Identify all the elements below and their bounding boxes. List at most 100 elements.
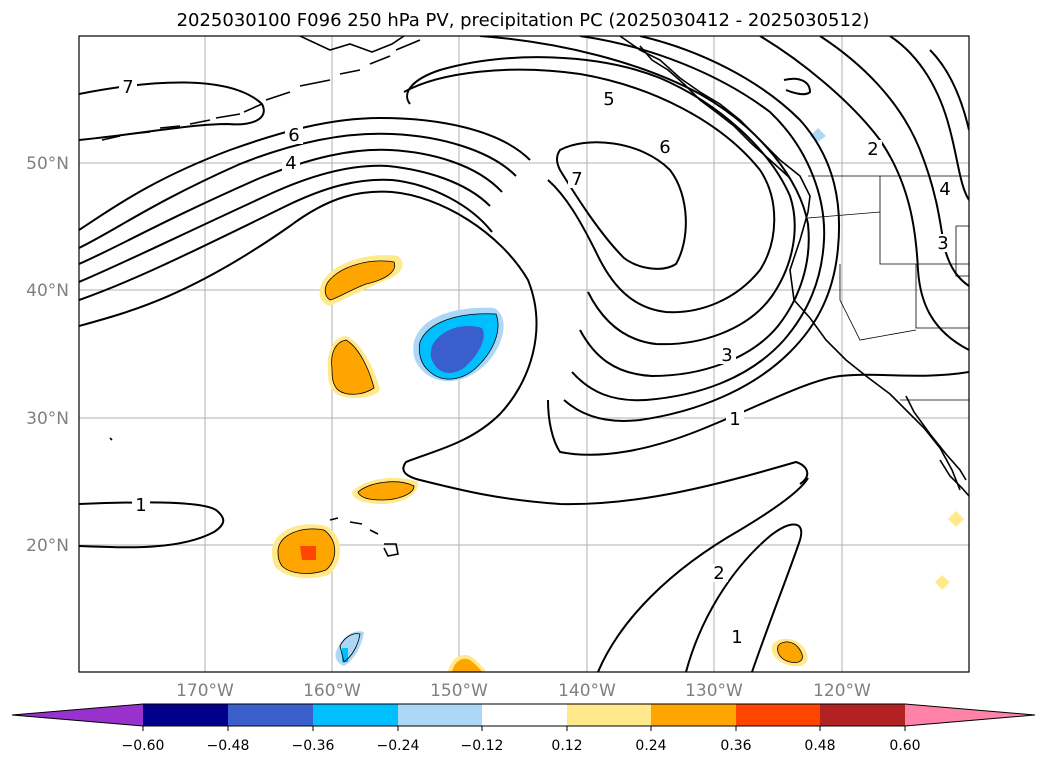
contour-4-east bbox=[889, 36, 969, 201]
precip-neg-area-1-core bbox=[430, 326, 484, 373]
baja-peninsula bbox=[905, 395, 967, 481]
contour-5-east bbox=[929, 49, 969, 131]
colorbar-segment bbox=[398, 704, 482, 726]
precip-pos-area-2-core bbox=[331, 340, 374, 395]
contour-5-west bbox=[79, 132, 517, 249]
lon-label-160w: 160°W bbox=[303, 681, 361, 701]
alaska-panhandle bbox=[619, 36, 811, 213]
colorbar-extend-high bbox=[905, 704, 1035, 726]
lat-label-20n: 20°N bbox=[26, 536, 69, 556]
lon-label-140w: 140°W bbox=[558, 681, 616, 701]
longitude-labels: 170°W 160°W 150°W 140°W 130°W 120°W bbox=[176, 681, 871, 701]
coastlines bbox=[101, 36, 969, 557]
contour-2-east bbox=[759, 36, 969, 351]
contour-label-6-west: 6 bbox=[288, 125, 299, 146]
contour-5-center bbox=[406, 56, 796, 346]
colorbar-label: 0.48 bbox=[804, 738, 835, 754]
precip-pos-area-6-core bbox=[777, 641, 803, 663]
alaska-coast bbox=[299, 36, 405, 53]
bc-islands bbox=[639, 45, 791, 179]
state-border-4 bbox=[955, 225, 969, 277]
contour-7-center bbox=[556, 141, 687, 270]
precip-pos-spot-2 bbox=[935, 575, 950, 590]
contour-label-2-south: 2 bbox=[713, 563, 724, 584]
colorbar-segment bbox=[228, 704, 313, 726]
mexico-coast bbox=[939, 459, 969, 497]
lat-label-50n: 50°N bbox=[26, 154, 69, 174]
precip-pos-spot-1 bbox=[948, 511, 964, 527]
colorbar-label: 0.60 bbox=[889, 738, 920, 754]
contour-3-center bbox=[571, 36, 826, 402]
state-border-5 bbox=[839, 264, 917, 341]
colorbar-segment bbox=[567, 704, 651, 726]
colorbar-segment bbox=[736, 704, 820, 726]
us-west-coast bbox=[789, 211, 961, 491]
latitude-labels: 50°N 40°N 30°N 20°N bbox=[26, 154, 69, 556]
colorbar-label: −0.36 bbox=[292, 738, 335, 754]
aleutian-islands bbox=[101, 39, 421, 141]
colorbar-segment bbox=[143, 704, 228, 726]
contour-label-1-south: 1 bbox=[731, 627, 742, 648]
colorbar-extend-low bbox=[12, 704, 143, 726]
contour-label-4-west: 4 bbox=[285, 153, 296, 174]
contour-1-big bbox=[79, 190, 809, 506]
contour-4-west bbox=[79, 148, 503, 265]
contour-7-west bbox=[79, 81, 265, 141]
contour-label-5-north: 5 bbox=[603, 89, 614, 110]
colorbar-label: −0.24 bbox=[377, 738, 420, 754]
lon-label-170w: 170°W bbox=[176, 681, 234, 701]
contour-label-2-east: 2 bbox=[867, 139, 878, 160]
colorbar-segment bbox=[820, 704, 905, 726]
hawaii-islands bbox=[329, 517, 399, 557]
lon-label-130w: 130°W bbox=[685, 681, 743, 701]
colorbar-label: 0.12 bbox=[551, 738, 582, 754]
map-panel: 7 6 4 1 5 6 7 3 1 2 1 2 4 3 bbox=[79, 36, 969, 672]
lat-label-30n: 30°N bbox=[26, 409, 69, 429]
lon-label-150w: 150°W bbox=[430, 681, 488, 701]
colorbar-segment bbox=[313, 704, 398, 726]
contour-3-west bbox=[79, 164, 491, 283]
lon-label-120w: 120°W bbox=[813, 681, 871, 701]
borders bbox=[807, 175, 969, 401]
small-island bbox=[109, 437, 113, 441]
contour-4-center bbox=[479, 36, 810, 378]
colorbar-segment bbox=[482, 704, 567, 726]
contour-label-3-east: 3 bbox=[937, 233, 948, 254]
contour-label-7-center: 7 bbox=[571, 169, 582, 190]
pv-contours bbox=[79, 36, 969, 672]
colorbar-label: −0.12 bbox=[461, 738, 504, 754]
precip-pos-area-4-peak bbox=[300, 546, 316, 560]
precip-pos-area-5-core bbox=[452, 658, 482, 672]
state-border-3 bbox=[915, 264, 969, 329]
colorbar-label: 0.36 bbox=[720, 738, 751, 754]
colorbar-label: −0.48 bbox=[207, 738, 250, 754]
precip-outlines bbox=[277, 260, 803, 663]
contour-label-7-west: 7 bbox=[122, 77, 133, 98]
colorbar: −0.60 −0.48 −0.36 −0.24 −0.12 0.12 0.24 … bbox=[11, 703, 1036, 754]
contour-labels: 7 6 4 1 5 6 7 3 1 2 1 2 4 3 bbox=[119, 77, 954, 648]
colorbar-label: 0.24 bbox=[635, 738, 666, 754]
colorbar-ticks bbox=[142, 726, 906, 731]
lat-label-40n: 40°N bbox=[26, 281, 69, 301]
contour-label-4-east: 4 bbox=[939, 179, 950, 200]
contour-2-south bbox=[685, 523, 803, 672]
contour-label-3-center: 3 bbox=[721, 345, 732, 366]
contour-3-east bbox=[819, 36, 969, 287]
contour-2-center bbox=[563, 36, 841, 422]
precip-pos-area-1-core bbox=[325, 260, 395, 300]
colorbar-segment bbox=[651, 704, 736, 726]
contour-1-south-left bbox=[597, 477, 809, 672]
contour-1-center bbox=[547, 371, 969, 456]
contour-label-1-west: 1 bbox=[135, 495, 146, 516]
contour-2-west bbox=[79, 178, 493, 301]
map-title: 2025030100 F096 250 hPa PV, precipitatio… bbox=[177, 10, 870, 31]
precip-pos-area-3-core bbox=[358, 481, 414, 500]
contour-label-1-center: 1 bbox=[729, 409, 740, 430]
map-frame bbox=[78, 35, 970, 673]
contour-label-6-north: 6 bbox=[659, 137, 670, 158]
contour-1-west-lower bbox=[79, 501, 225, 549]
state-border-1 bbox=[807, 211, 969, 265]
colorbar-label: −0.60 bbox=[122, 738, 165, 754]
precip-shading bbox=[272, 128, 964, 672]
